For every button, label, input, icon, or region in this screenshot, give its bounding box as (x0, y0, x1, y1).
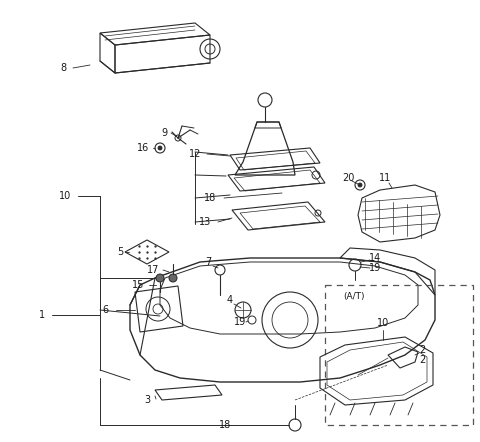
Text: 15: 15 (132, 280, 144, 290)
Circle shape (158, 146, 162, 150)
Text: 1: 1 (39, 310, 45, 320)
Text: 14: 14 (369, 253, 381, 263)
Text: 16: 16 (137, 143, 149, 153)
Text: 9: 9 (161, 128, 167, 138)
Text: 19: 19 (234, 317, 246, 327)
Text: 18: 18 (219, 420, 231, 430)
Text: 6: 6 (102, 305, 108, 315)
Text: 11: 11 (379, 173, 391, 183)
Text: 20: 20 (342, 173, 354, 183)
Text: 3: 3 (144, 395, 150, 405)
Circle shape (156, 274, 164, 282)
Text: 18: 18 (204, 193, 216, 203)
Text: 13: 13 (199, 217, 211, 227)
Text: 10: 10 (59, 191, 71, 201)
Text: 2: 2 (419, 355, 425, 365)
Text: 8: 8 (60, 63, 66, 73)
Circle shape (169, 274, 177, 282)
Text: 5: 5 (117, 247, 123, 257)
Text: 2: 2 (419, 345, 425, 355)
Text: (A/T): (A/T) (343, 293, 364, 301)
Text: 19: 19 (369, 263, 381, 273)
Text: 12: 12 (189, 149, 201, 159)
Circle shape (358, 183, 362, 187)
Text: 17: 17 (147, 265, 159, 275)
Text: 7: 7 (205, 257, 211, 267)
Text: 10: 10 (377, 318, 389, 328)
Text: 4: 4 (227, 295, 233, 305)
